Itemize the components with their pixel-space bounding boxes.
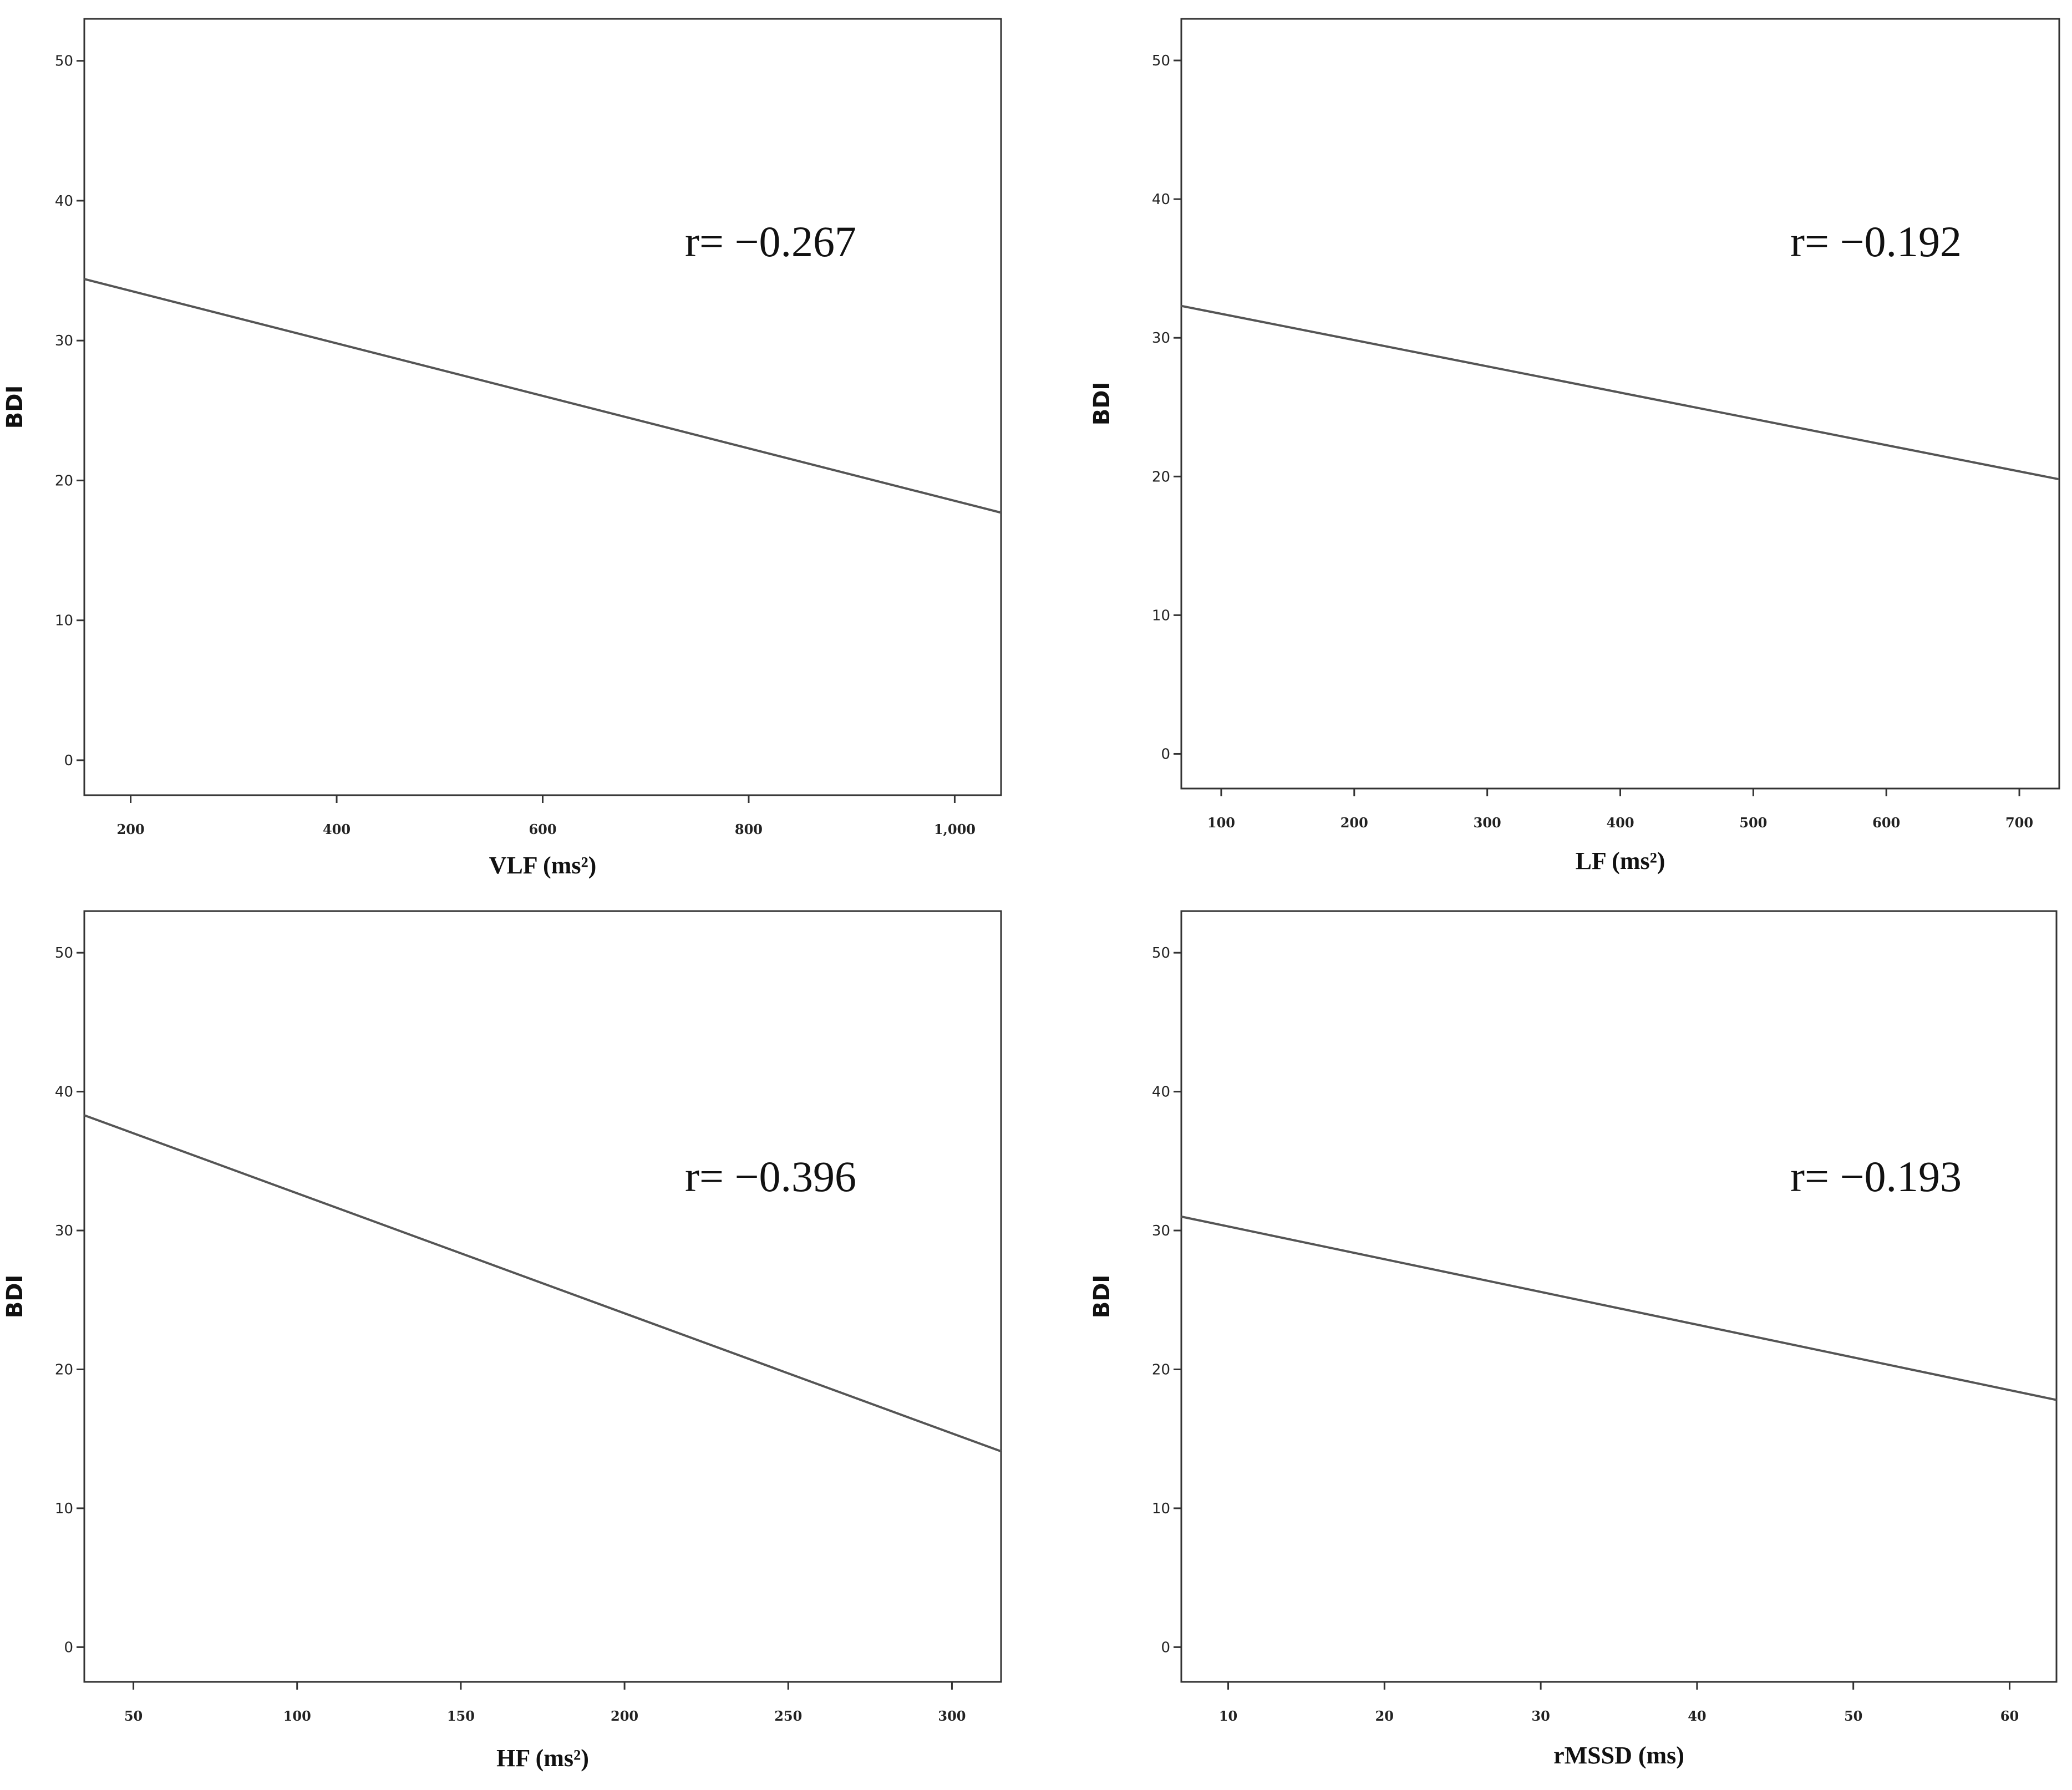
y-tick-label: 40 xyxy=(55,1084,73,1101)
x-tick-label: 300 xyxy=(938,1708,966,1724)
correlation-annotation: r= −0.396 xyxy=(685,1152,856,1201)
y-tick-label: 0 xyxy=(1161,1639,1170,1656)
x-axis-label: LF (ms²) xyxy=(1576,847,1665,874)
y-tick-label: 10 xyxy=(1152,1501,1170,1517)
regression-line xyxy=(1181,304,2060,481)
y-tick-label: 0 xyxy=(1161,746,1170,762)
x-tick-label: 40 xyxy=(1688,1708,1706,1724)
x-tick-label: 10 xyxy=(1219,1708,1237,1724)
y-tick-label: 40 xyxy=(1152,1084,1170,1101)
x-tick-label: 200 xyxy=(117,821,145,837)
y-tick-label: 50 xyxy=(1152,53,1170,69)
regression-line xyxy=(1181,1216,2057,1401)
correlation-annotation: r= −0.192 xyxy=(1790,217,1962,266)
x-tick-label: 700 xyxy=(2005,815,2033,831)
x-tick-label: 100 xyxy=(283,1708,311,1724)
plot-frame xyxy=(1180,18,2060,790)
y-tick-label: 20 xyxy=(1152,469,1170,485)
x-tick-label: 500 xyxy=(1739,815,1767,831)
regression-line xyxy=(84,278,1002,514)
x-tick-label: 50 xyxy=(124,1708,143,1724)
y-tick-label: 30 xyxy=(55,1223,73,1239)
chart-panel-3: 0 10 20 30 40 50 50 100 150 200 250 300 BDI HF (ms²) r… xyxy=(2,910,1002,1772)
chart-panel-1: 0 10 20 30 40 50 200 400 600 800 1,000 BDI VLF (ms²)… xyxy=(2,18,1002,879)
y-tick-label: 40 xyxy=(1152,191,1170,208)
x-axis-label: HF (ms²) xyxy=(496,1745,589,1772)
y-tick-label: 30 xyxy=(1152,1223,1170,1239)
x-tick-label: 20 xyxy=(1375,1708,1394,1724)
chart-panel-4: 0 10 20 30 40 50 10 20 30 40 50 60 BDI rMSSD (ms) r= −… xyxy=(1089,910,2058,1769)
plot-frame xyxy=(83,910,1002,1683)
y-tick-label: 50 xyxy=(55,53,73,70)
x-tick-label: 60 xyxy=(2000,1708,2019,1724)
y-tick-label: 40 xyxy=(55,193,73,210)
x-tick-label: 400 xyxy=(1606,815,1634,831)
plot-frame xyxy=(83,18,1002,796)
x-tick-label: 50 xyxy=(1844,1708,1862,1724)
y-tick-label: 0 xyxy=(64,752,73,769)
x-tick-label: 100 xyxy=(1207,815,1235,831)
regression-line xyxy=(84,1114,1002,1453)
y-tick-label: 20 xyxy=(55,472,73,489)
x-tick-label: 1,000 xyxy=(934,821,976,837)
correlation-annotation: r= −0.193 xyxy=(1790,1152,1962,1201)
y-axis-label: BDI xyxy=(2,385,28,429)
correlation-annotation: r= −0.267 xyxy=(685,217,856,266)
x-tick-label: 600 xyxy=(529,821,556,837)
x-tick-label: 400 xyxy=(323,821,351,837)
y-tick-label: 50 xyxy=(55,945,73,962)
x-tick-label: 150 xyxy=(447,1708,475,1724)
y-tick-label: 20 xyxy=(55,1361,73,1378)
y-tick-label: 20 xyxy=(1152,1361,1170,1378)
y-tick-label: 30 xyxy=(1152,330,1170,347)
y-axis-label: BDI xyxy=(1089,1275,1115,1319)
x-tick-label: 800 xyxy=(735,821,763,837)
y-tick-label: 50 xyxy=(1152,945,1170,962)
y-tick-label: 30 xyxy=(55,333,73,349)
y-axis-label: BDI xyxy=(1089,382,1115,426)
x-tick-label: 200 xyxy=(611,1708,638,1724)
x-tick-label: 250 xyxy=(774,1708,802,1724)
plot-frame xyxy=(1180,910,2058,1683)
y-tick-label: 10 xyxy=(1152,607,1170,624)
y-tick-label: 10 xyxy=(55,1501,73,1517)
chart-panel-2: 0 10 20 30 40 50 100 200 300 400 500 600 700 BDI LF (m… xyxy=(1089,18,2060,874)
x-axis-label: VLF (ms²) xyxy=(489,852,597,879)
x-tick-label: 30 xyxy=(1531,1708,1550,1724)
x-tick-label: 600 xyxy=(1872,815,1900,831)
y-axis-label: BDI xyxy=(2,1275,28,1319)
x-tick-label: 200 xyxy=(1340,815,1368,831)
x-tick-label: 300 xyxy=(1474,815,1501,831)
y-tick-label: 0 xyxy=(64,1639,73,1656)
x-axis-label: rMSSD (ms) xyxy=(1553,1742,1684,1769)
y-tick-label: 10 xyxy=(55,613,73,629)
